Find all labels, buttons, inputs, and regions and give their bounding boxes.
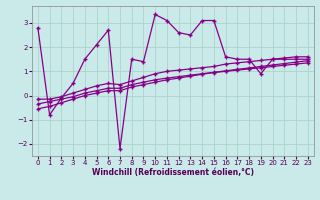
X-axis label: Windchill (Refroidissement éolien,°C): Windchill (Refroidissement éolien,°C) — [92, 168, 254, 177]
